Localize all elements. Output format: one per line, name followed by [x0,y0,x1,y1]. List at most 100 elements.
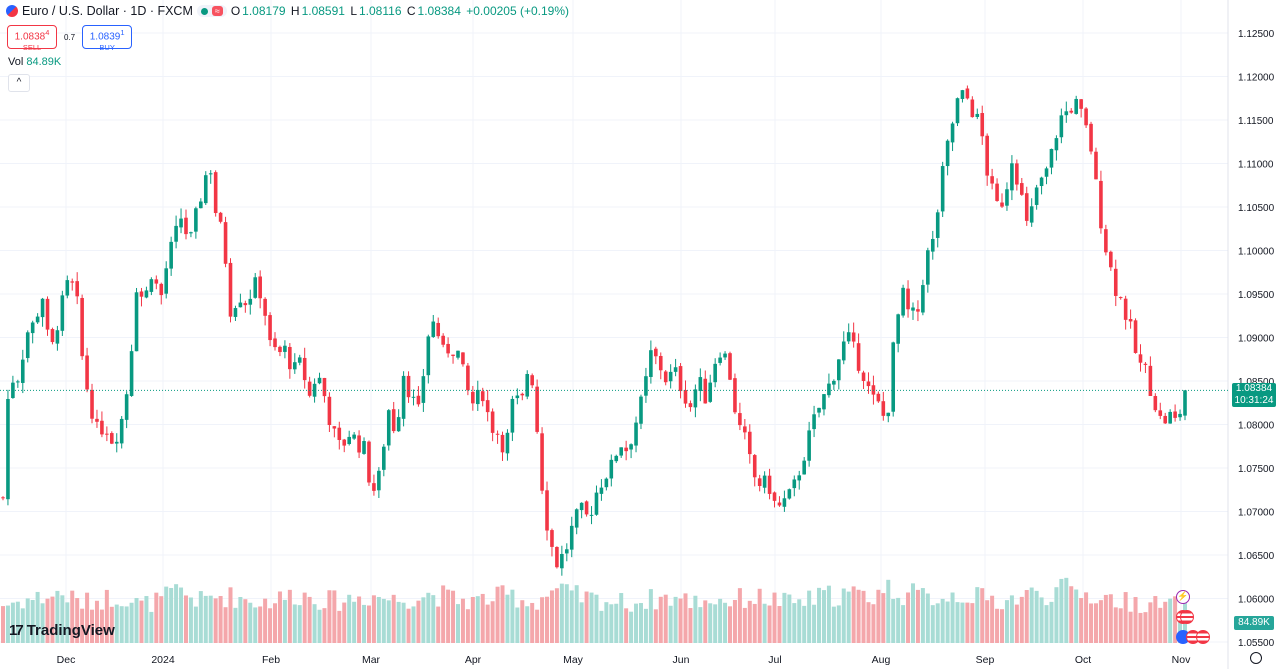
us-event-icon[interactable] [1180,610,1194,624]
candle-body [733,378,737,413]
volume-bar [292,604,297,643]
candle-body [110,433,114,444]
chevron-up-icon: ^ [16,77,22,88]
x-tick-label: Sep [976,654,995,666]
candle-body [560,553,564,569]
candle-body [747,431,752,455]
volume-bar [1168,598,1173,643]
volume-bar [124,606,129,643]
volume-bar [174,584,179,643]
candle-body [1029,206,1034,223]
candle-body [584,501,589,515]
candle-body [604,478,609,488]
candle-body [248,298,253,305]
volume-bar [668,605,673,643]
volume-bar [866,602,871,643]
symbol-title[interactable]: Euro / U.S. Dollar · 1D · FXCM [22,4,193,18]
volume-bar [990,595,995,643]
candle-body [471,391,475,404]
volume-bar [861,590,866,643]
candle-body [649,350,653,377]
candle-body [990,176,994,184]
x-tick-label: Jul [768,654,781,666]
volume-bar [55,590,60,643]
candle-body [658,355,663,371]
us-event-icon[interactable] [1196,630,1210,644]
candle-body [1118,297,1123,299]
volume-legend[interactable]: Vol 84.89K [8,56,62,68]
lightning-icon[interactable]: ⚡ [1176,590,1190,604]
candle-body [896,314,900,344]
volume-bar [416,600,421,643]
candle-body [1153,396,1158,411]
candle-body [930,238,935,252]
volume-bar [495,586,500,643]
candle-body [817,407,821,413]
candle-body [1183,390,1187,416]
volume-bar [638,603,643,643]
candle-body [495,433,500,435]
volume-bar [846,591,851,643]
tradingview-logo[interactable]: 17 TradingView [9,622,115,639]
volume-bar [995,608,1000,643]
market-status-pill[interactable]: ≈ [196,5,227,17]
volume-bar [732,599,737,643]
volume-bar [1178,612,1183,643]
candle-body [975,113,980,117]
volume-bar [1153,596,1158,643]
volume-bar [99,609,104,643]
volume-bar [366,605,371,643]
candle-body [762,475,767,488]
candle-body [16,381,20,383]
volume-bar [238,596,243,643]
candle-body [832,380,836,385]
volume-bar [455,604,460,643]
volume-bar [208,595,213,643]
volume-bar [391,594,396,643]
spread-value: 0.7 [64,32,76,42]
candle-body [149,279,154,292]
volume-bar [465,609,470,643]
gear-icon[interactable] [1250,652,1262,664]
volume-bar [109,606,114,643]
candle-body [362,441,366,454]
candle-body [594,492,599,515]
y-tick-label: 1.08500 [1238,377,1275,388]
candle-body [426,336,431,376]
volume-bar [332,590,337,643]
volume-bar [114,604,119,643]
volume-bar [540,597,545,643]
candle-body [40,298,45,318]
collapse-legend-button[interactable]: ^ [8,74,30,92]
volume-bar [718,598,723,643]
volume-bar [935,603,940,643]
candle-body [70,281,75,283]
volume-bar [5,605,10,643]
candle-body [841,341,846,361]
sell-button[interactable]: 1.08384 SELL [7,25,57,52]
volume-bar [20,608,25,643]
volume-bar [901,605,906,643]
volume-bar [510,589,515,643]
volume-bar [263,598,268,643]
candle-body [955,98,960,124]
volume-bar [15,601,20,643]
volume-bar [40,603,45,643]
candle-body [807,430,811,461]
candle-body [654,348,658,357]
symbol-header: Euro / U.S. Dollar · 1D · FXCM ≈ O 1.0817… [6,4,571,18]
buy-button[interactable]: 1.08391 BUY [82,25,133,52]
volume-bar [955,602,960,643]
candle-body [525,373,530,397]
candle-body [688,403,693,408]
candle-body [663,371,668,383]
candle-body [114,441,119,444]
candle-body [396,417,401,432]
market-open-dot-icon [200,7,208,15]
tradingview-mark-icon: 17 [9,622,24,639]
volume-bar [381,598,386,643]
candle-body [639,396,643,424]
candle-body [1138,354,1143,363]
candle-body [510,398,515,433]
